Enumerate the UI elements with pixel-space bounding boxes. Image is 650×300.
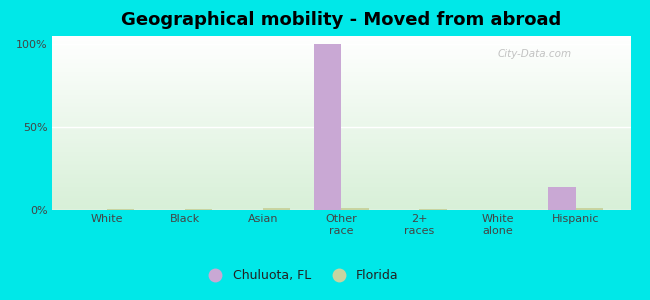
Bar: [549, 187, 576, 210]
Bar: [185, 209, 213, 210]
Text: City-Data.com: City-Data.com: [497, 49, 571, 58]
Bar: [341, 208, 369, 210]
Bar: [576, 208, 603, 210]
Bar: [498, 209, 525, 210]
Bar: [419, 209, 447, 210]
Bar: [314, 44, 341, 210]
Bar: [263, 208, 291, 210]
Legend: Chuluota, FL, Florida: Chuluota, FL, Florida: [198, 264, 404, 287]
Title: Geographical mobility - Moved from abroad: Geographical mobility - Moved from abroa…: [121, 11, 562, 29]
Bar: [107, 209, 134, 210]
